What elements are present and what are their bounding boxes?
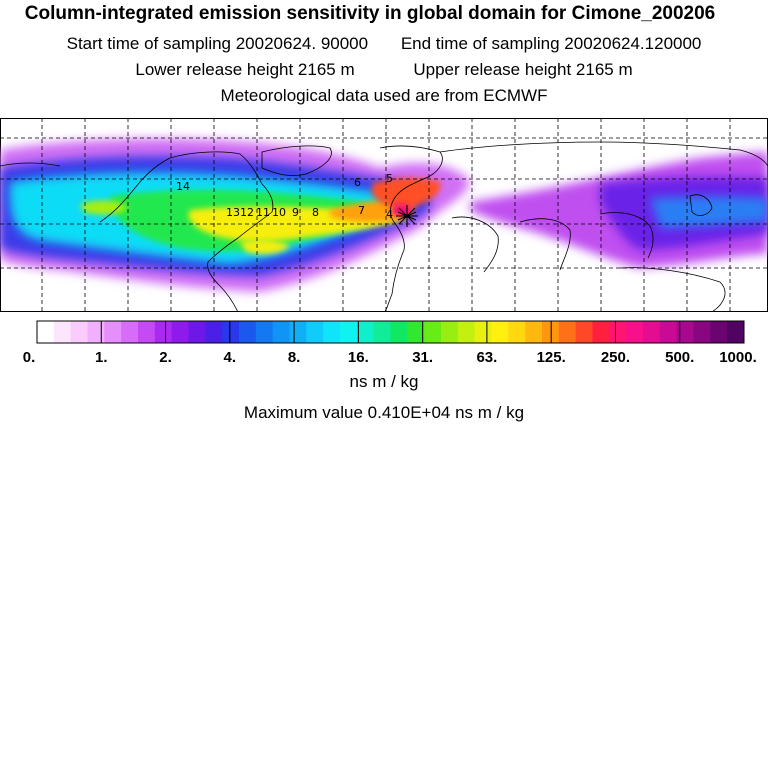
colorbar-ticks [100,321,681,343]
traj-label: 10 [272,206,286,219]
colorbar-tick-label: 4. [224,349,237,366]
colorbar-tick-label: 8. [288,349,301,366]
traj-label: 7 [358,204,365,217]
colorbar-cell [289,321,307,343]
traj-label: 8 [312,206,319,219]
trajectory-labels: 14 13 12 11 10 9 8 7 6 5 4 [176,172,393,221]
traj-label: 11 [256,206,270,219]
colorbar-cell [390,321,408,343]
sensitivity-map: 14 13 12 11 10 9 8 7 6 5 4 [0,118,768,312]
colorbar-tick-label: 500. [665,349,694,366]
upper-release-height: Upper release height 2165 m [413,60,633,79]
traj-label: 13 [226,206,240,219]
start-time: Start time of sampling 20020624. 90000 [66,34,369,53]
coastlines [0,141,768,312]
colorbar-tick-label: 31. [412,349,433,366]
colorbar-cell [575,321,593,343]
colorbar-cell [474,321,492,343]
colorbar-cell [255,321,274,343]
end-time: End time of sampling 20020624.120000 [400,34,702,53]
colorbar-cell [710,321,728,343]
colorbar-cell [441,321,459,343]
traj-label: 9 [292,206,299,219]
colorbar-units: ns m / kg [349,372,419,391]
colorbar-frame [36,320,745,344]
sampling-times: Start time of sampling 20020624. 90000 E… [0,34,768,54]
colorbar-cell [592,321,610,343]
traj-label: 4 [386,208,393,221]
colorbar-cell [542,321,560,343]
colorbar-tick-label: 1. [95,349,108,366]
colorbar-cell [727,321,745,343]
receptor-marker [396,205,418,227]
colorbar-labels: 0. 1. 2. 4. 8. 16. 31. 63. 125. 250. 500. 1000. [23,349,757,366]
traj-label: 5 [386,172,393,185]
colorbar-cell [659,321,678,343]
colorbar-cell [693,321,711,343]
map-title: Column-integrated emission sensitivity i… [24,3,716,24]
colorbar-cell [104,321,122,343]
colorbar-tick-label: 16. [348,349,369,366]
colorbar-cell [70,321,88,343]
lower-release-height: Lower release height 2165 m [135,60,355,79]
met-data-source: Meteorological data used are from ECMWF [220,86,548,105]
colorbar-cell [171,321,189,343]
colorbar-cell [558,321,577,343]
colorbar-tick-label: 0. [23,349,36,366]
colorbar-cell [424,321,442,343]
colorbar-cell [53,321,72,343]
colorbar-tick-label: 125. [537,349,566,366]
traj-label: 12 [240,206,254,219]
colorbar-cell [407,321,425,343]
graticule [0,118,768,312]
colorbar-tick-label: 1000. [719,349,757,366]
colorbar-cell [154,321,173,343]
colorbar-cell [205,321,223,343]
colorbar-cells [37,321,745,343]
colorbar-cell [373,321,391,343]
colorbar-cell [525,321,543,343]
colorbar-cell [676,321,694,343]
colorbar-cell [188,321,206,343]
colorbar-cell [138,321,156,343]
colorbar-cell [340,321,358,343]
colorbar-tick-label: 250. [601,349,630,366]
colorbar-cell [356,321,375,343]
colorbar-cell [491,321,509,343]
colorbar-cell [239,321,257,343]
colorbar-cell [87,321,105,343]
colorbar-cell [643,321,661,343]
colorbar-cell [272,321,290,343]
colorbar-cell [37,321,55,343]
colorbar-cell [609,321,627,343]
colorbar-cell [306,321,324,343]
release-heights: Lower release height 2165 m Upper releas… [0,60,768,80]
traj-label: 6 [354,176,361,189]
colorbar-cell [508,321,526,343]
colorbar-cell [626,321,644,343]
colorbar-cell [457,321,476,343]
colorbar-cell [323,321,341,343]
colorbar-tick-label: 63. [476,349,497,366]
colorbar-cell [222,321,240,343]
colorbar-cell [121,321,139,343]
maximum-value: Maximum value 0.410E+04 ns m / kg [243,403,525,422]
colorbar: 0. 1. 2. 4. 8. 16. 31. 63. 125. 250. 500. 1000. [23,320,757,366]
traj-label: 14 [176,180,190,193]
colorbar-tick-label: 2. [159,349,172,366]
